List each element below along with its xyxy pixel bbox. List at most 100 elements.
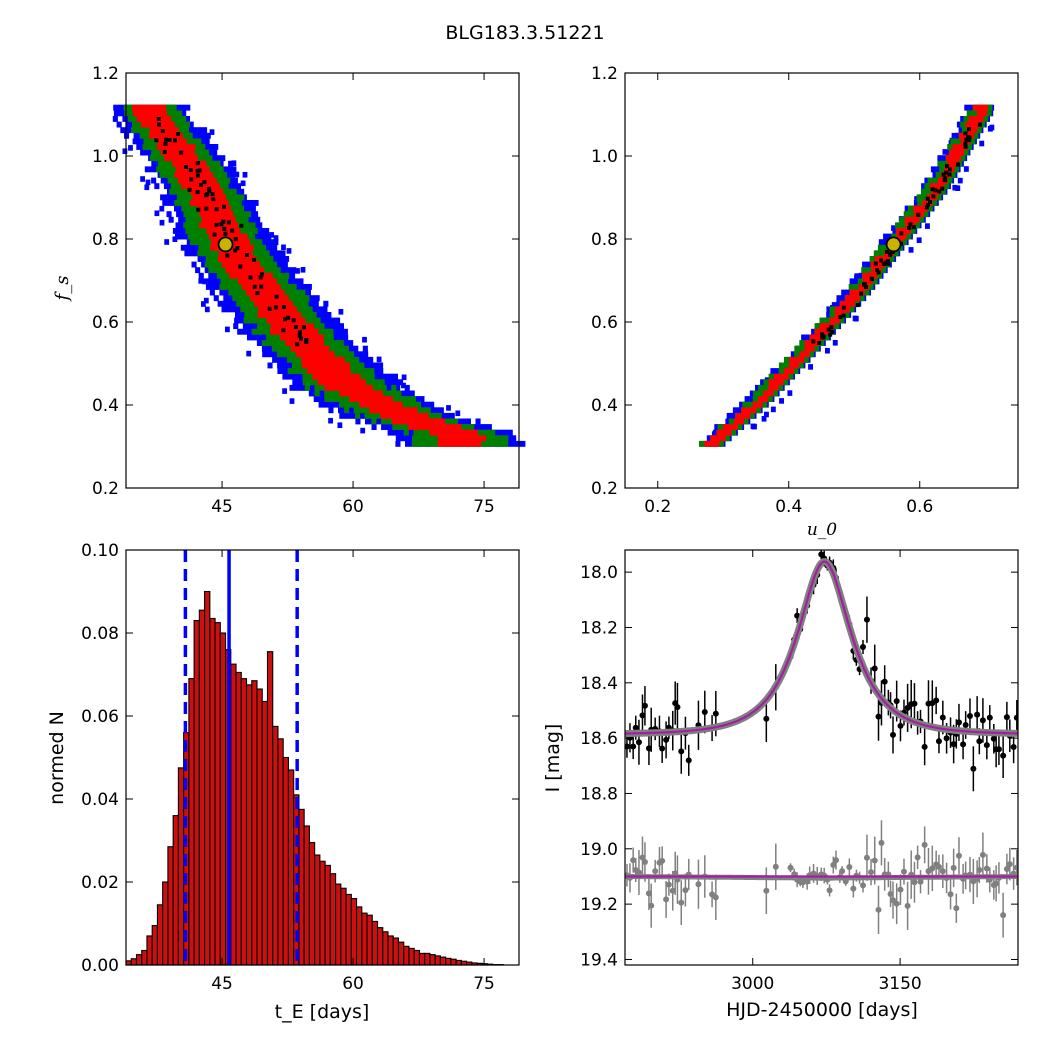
y-tick-label: 1.2 — [92, 64, 119, 84]
heatmap-cell — [193, 211, 199, 218]
heatmap-cell — [216, 272, 222, 279]
heatmap-cell — [475, 418, 481, 425]
heatmap-cell — [288, 278, 294, 285]
heatmap-cell — [161, 110, 167, 117]
heatmap-cell — [204, 200, 210, 206]
heatmap-cell — [323, 334, 329, 341]
residual-point — [897, 886, 904, 893]
heatmap-cell — [374, 407, 380, 414]
data-point — [630, 743, 637, 750]
heatmap-cell — [255, 216, 261, 223]
heatmap-cell — [364, 412, 370, 419]
heatmap-cell — [180, 144, 186, 150]
heatmap-cell — [186, 239, 192, 246]
heatmap-cell — [339, 345, 345, 352]
heatmap-cell — [268, 300, 274, 307]
heatmap-cell — [234, 272, 240, 279]
heatmap-cell — [132, 138, 138, 145]
heatmap-cell — [966, 110, 972, 117]
heatmap-cell — [197, 194, 203, 201]
best-cell — [255, 291, 260, 296]
heatmap-cell — [220, 278, 226, 285]
heatmap-cell — [955, 185, 961, 191]
heatmap-cell — [239, 267, 245, 274]
heatmap-cell — [146, 104, 152, 111]
heatmap-cell — [778, 379, 784, 386]
heatmap-cell — [233, 323, 239, 330]
heatmap-cell — [164, 121, 170, 128]
heatmap-cell — [273, 235, 279, 241]
heatmap-cell — [205, 160, 211, 167]
heatmap-cell — [845, 295, 851, 302]
heatmap-cell — [731, 429, 737, 436]
heatmap-cell — [275, 334, 281, 341]
heatmap-cell — [982, 104, 988, 111]
heatmap-cell — [231, 166, 237, 173]
heatmap-cell — [277, 306, 283, 313]
heatmap-cell — [204, 239, 210, 246]
heatmap-cell — [164, 127, 170, 134]
heatmap-cell — [292, 373, 298, 380]
heatmap-cell — [144, 166, 150, 173]
best-cell — [944, 170, 949, 175]
heatmap-cell — [192, 194, 198, 201]
heatmap-cell — [789, 356, 795, 363]
heatmap-cell — [246, 328, 252, 335]
heatmap-cell — [179, 233, 185, 240]
heatmap-cell — [947, 177, 953, 184]
heatmap-cell — [293, 300, 299, 307]
heatmap-cell — [429, 429, 435, 436]
residual-point — [976, 866, 983, 873]
heatmap-cell — [737, 407, 743, 414]
heatmap-cell — [222, 256, 228, 262]
heatmap-cell — [419, 396, 425, 402]
heatmap-cell — [180, 166, 186, 173]
heatmap-cell — [292, 362, 298, 369]
heatmap-cell — [391, 418, 397, 425]
histogram-bar — [172, 815, 179, 966]
heatmap-cell — [334, 356, 340, 363]
heatmap-cell — [164, 194, 170, 201]
heatmap-cell — [870, 261, 876, 268]
heatmap-cell — [725, 418, 731, 425]
x-tick-label: 45 — [211, 974, 233, 994]
heatmap-cell — [269, 289, 275, 296]
heatmap-cell — [804, 340, 810, 346]
heatmap-cell — [301, 356, 307, 363]
heatmap-cell — [275, 267, 281, 274]
histogram-bar — [450, 958, 457, 966]
heatmap-cell — [373, 362, 379, 369]
best-cell — [916, 212, 921, 217]
heatmap-cell — [469, 424, 475, 430]
heatmap-cell — [317, 373, 323, 380]
data-point — [818, 551, 825, 558]
best-cell — [154, 138, 159, 143]
heatmap-cell — [319, 340, 325, 346]
heatmap-cell — [978, 116, 984, 122]
heatmap-cell — [232, 295, 238, 302]
heatmap-cell — [304, 295, 310, 302]
heatmap-cell — [714, 440, 720, 447]
heatmap-cell — [314, 390, 320, 397]
heatmap-cell — [844, 312, 850, 318]
heatmap-cell — [493, 440, 499, 447]
heatmap-cell — [942, 160, 948, 167]
heatmap-cell — [216, 228, 222, 234]
best-cell — [238, 264, 243, 269]
heatmap-cell — [151, 177, 157, 184]
x-tick-label: 45 — [211, 497, 233, 517]
data-point — [904, 704, 911, 711]
heatmap-cell — [225, 177, 231, 184]
plot-frame — [624, 72, 1019, 489]
heatmap-cell — [937, 177, 943, 184]
heatmap-cell — [297, 368, 303, 374]
heatmap-cell — [401, 418, 407, 425]
heatmap-cell — [167, 177, 173, 184]
heatmap-cell — [203, 144, 209, 150]
heatmap-cell — [721, 429, 727, 436]
heatmap-cell — [202, 278, 208, 285]
heatmap-cell — [409, 390, 415, 397]
data-point — [1003, 714, 1010, 721]
heatmap-cell — [229, 205, 235, 212]
heatmap-cell — [349, 390, 355, 397]
